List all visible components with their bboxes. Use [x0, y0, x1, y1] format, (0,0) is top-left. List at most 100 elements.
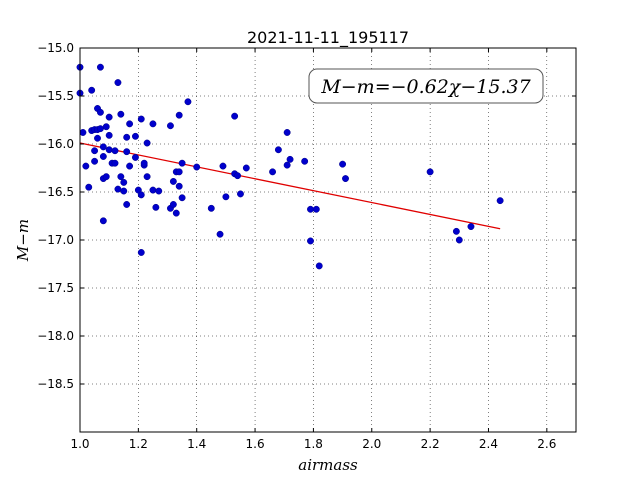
data-point [149, 186, 157, 194]
data-point [234, 172, 242, 180]
data-point [117, 110, 125, 118]
data-point [88, 86, 96, 94]
x-tick-label: 1.2 [129, 437, 148, 451]
x-tick-label: 2.0 [362, 437, 381, 451]
data-point [175, 182, 183, 190]
data-point [307, 237, 314, 245]
data-points [76, 63, 504, 270]
x-tick-label: 2.2 [421, 437, 440, 451]
y-tick-label: −17.5 [37, 281, 74, 295]
data-point [283, 161, 291, 169]
data-point [96, 108, 104, 116]
data-point [131, 132, 139, 140]
data-point [111, 147, 119, 155]
data-point [339, 160, 347, 168]
annotation-box [308, 68, 544, 104]
data-point [96, 125, 104, 133]
data-point [307, 205, 314, 213]
data-point [137, 191, 145, 199]
data-point [131, 153, 139, 161]
data-point [123, 148, 131, 156]
data-point [269, 168, 277, 176]
y-axis-label: M−m [14, 219, 32, 262]
annotation-text: M−m=−0.62χ−15.37 [320, 76, 531, 98]
data-point [105, 146, 113, 154]
data-point [467, 223, 475, 231]
data-point [96, 63, 104, 71]
data-point [237, 190, 244, 198]
x-tick-label: 2.6 [537, 437, 556, 451]
data-point [85, 183, 93, 191]
data-point [111, 159, 119, 167]
y-tick-label: −18.5 [37, 377, 74, 391]
data-point [231, 112, 239, 120]
data-point [123, 201, 131, 208]
y-tick-label: −18.0 [37, 329, 74, 343]
data-point [91, 147, 99, 155]
data-point [114, 79, 122, 87]
data-point [102, 173, 110, 181]
ticks: 1.0 1.2 1.4 1.6 1.8 2.0 2.2 2.4 2.6 −15.0 −15.5 −16… [37, 41, 576, 451]
data-point [178, 194, 186, 202]
data-point [120, 187, 128, 195]
data-point [184, 98, 192, 106]
data-point [274, 146, 282, 154]
data-point [455, 236, 463, 244]
data-point [219, 162, 227, 170]
data-point [155, 187, 163, 195]
data-point [79, 129, 87, 136]
fit-annotation: M−m=−0.62χ−15.37 [308, 68, 544, 104]
data-point [99, 153, 107, 160]
data-point [207, 204, 215, 212]
x-tick-label: 2.4 [479, 437, 498, 451]
chart-title: 2021-11-11_195117 [247, 28, 409, 48]
data-point [315, 262, 323, 270]
data-point [301, 157, 309, 165]
data-point [222, 193, 230, 201]
data-point [242, 164, 250, 172]
data-point [140, 159, 148, 167]
data-point [126, 162, 134, 170]
data-point [99, 143, 107, 151]
data-point [143, 139, 151, 147]
data-point [452, 227, 460, 235]
data-point [143, 173, 151, 181]
data-point [312, 205, 320, 213]
data-point [166, 122, 174, 130]
data-point [137, 249, 145, 256]
data-point [216, 230, 224, 238]
data-point [82, 162, 90, 170]
x-axis-label: airmass [298, 456, 358, 474]
data-point [152, 203, 160, 211]
data-point [193, 163, 201, 171]
y-tick-label: −16.0 [37, 137, 74, 151]
data-point [175, 111, 183, 119]
x-tick-label: 1.0 [70, 437, 89, 451]
data-point [126, 120, 134, 128]
y-tick-label: −16.5 [37, 185, 74, 199]
y-tick-label: −17.0 [37, 233, 74, 247]
fit-line [79, 142, 501, 230]
fit-layer [79, 142, 501, 230]
data-point [342, 175, 349, 183]
data-point [426, 168, 434, 176]
gridlines [80, 48, 576, 432]
x-tick-label: 1.4 [187, 437, 206, 451]
data-point [94, 134, 101, 142]
data-point [117, 173, 125, 181]
data-point [172, 209, 180, 217]
x-tick-label: 1.8 [304, 437, 323, 451]
data-point [283, 129, 291, 136]
data-point [169, 201, 177, 208]
data-point [114, 185, 122, 193]
x-tick-label: 1.6 [246, 437, 265, 451]
data-point [91, 157, 99, 165]
data-point [137, 115, 145, 123]
data-point [286, 155, 294, 163]
data-point [105, 113, 113, 121]
data-point [169, 177, 177, 185]
data-point [99, 217, 107, 225]
data-point [102, 123, 110, 131]
data-point [123, 133, 131, 141]
y-tick-label: −15.5 [37, 89, 74, 103]
